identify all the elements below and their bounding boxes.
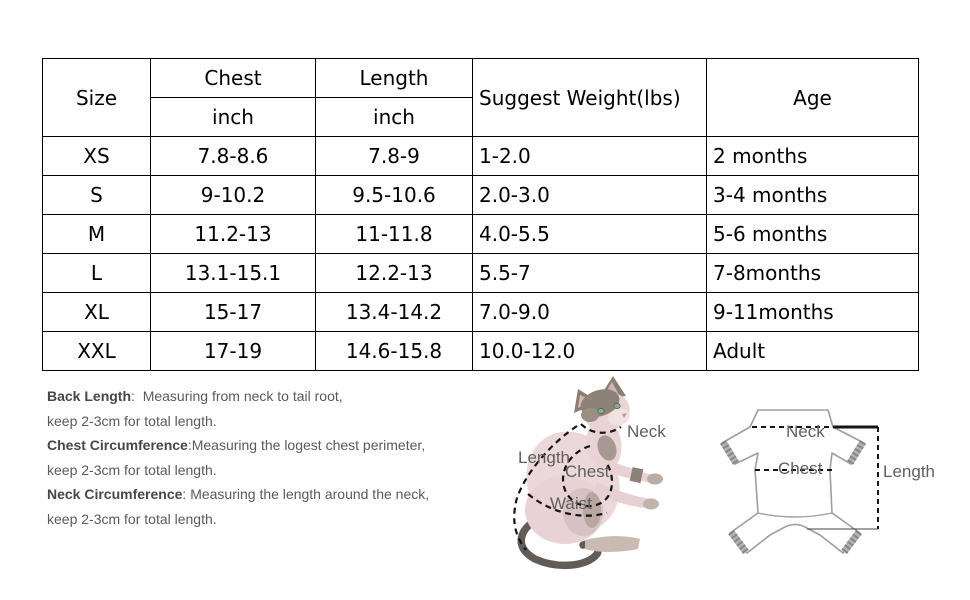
cell-age: Adult [706,331,919,371]
table-row: XXL 17-19 14.6-15.8 10.0-12.0 Adult [42,331,919,371]
table-row: XS 7.8-8.6 7.8-9 1-2.0 2 months [42,136,919,176]
note-label: Back Length [47,388,132,404]
length-unit: inch [315,97,473,137]
neck-dash-line [580,423,622,434]
col-header-size: Size [42,58,151,137]
garment-outline [721,409,865,554]
note-text: keep 2-3cm for total length. [47,510,217,527]
cell-length: 7.8-9 [315,136,473,176]
cell-weight: 5.5-7 [472,253,707,293]
cell-length: 13.4-14.2 [315,292,473,332]
note-label: Neck Circumference [47,486,183,503]
cat-eye-right [613,403,621,409]
note-text: keep 2-3cm for total length. [47,412,217,429]
garment-diagram [720,409,879,555]
garment-measure-lines [752,425,879,530]
cell-age: 7-8months [706,253,919,293]
cell-size: M [42,214,151,254]
table-row: L 13.1-15.1 12.2-13 5.5-7 7-8months [42,253,919,293]
garment-cuffs [720,440,866,555]
table-row: S 9-10.2 9.5-10.6 2.0-3.0 3-4 months [42,175,919,215]
note-sep: : [182,486,191,503]
cell-age: 3-4 months [706,175,919,215]
col-header-weight: Suggest Weight(lbs) [472,58,707,137]
table-row: M 11.2-13 11-11.8 4.0-5.5 5-6 months [42,214,919,254]
cell-chest: 11.2-13 [150,214,316,254]
length-dash-line [513,425,578,551]
cell-chest: 9-10.2 [150,175,316,215]
garment-length-label: Length [883,462,935,481]
cell-size: L [42,253,151,293]
col-header-age: Age [706,58,919,137]
cell-age: 2 months [706,136,919,176]
note-line: Chest Circumference:Measuring the logest… [47,438,429,452]
note-label: Chest Circumference [47,437,188,454]
note-sep: : [131,388,143,404]
cell-size: S [42,175,151,215]
waist-dash-line [527,493,608,517]
cell-weight: 2.0-3.0 [472,175,707,215]
note-line: Neck Circumference: Measuring the length… [47,487,429,501]
garment-chest-label: Chest [778,459,823,478]
size-table: Size Chest Length Suggest Weight(lbs) Ag… [42,58,919,371]
cell-weight: 10.0-12.0 [472,331,707,371]
cell-length: 9.5-10.6 [315,175,473,215]
cat-waist-label: Waist [550,494,592,513]
cell-weight: 4.0-5.5 [472,214,707,254]
cell-weight: 7.0-9.0 [472,292,707,332]
note-line: keep 2-3cm for total length. [47,512,429,526]
cat-head [574,376,630,432]
cell-age: 9-11months [706,292,919,332]
note-line: Back Length: Measuring from neck to tail… [47,389,429,403]
cell-length: 11-11.8 [315,214,473,254]
note-line: keep 2-3cm for total length. [47,463,429,477]
table-row: XL 15-17 13.4-14.2 7.0-9.0 9-11months [42,292,919,332]
cat-nose [622,413,627,418]
note-text: Measuring from neck to tail root, [142,388,343,404]
cell-chest: 15-17 [150,292,316,332]
cat-eye-left [597,408,605,414]
cell-age: 5-6 months [706,214,919,254]
cell-chest: 17-19 [150,331,316,371]
col-header-chest: Chest [150,58,316,98]
note-text: Measuring the length around the neck, [190,486,430,503]
cat-measure-lines [513,423,622,551]
table-header-row-2: inch inch [43,97,919,137]
chest-unit: inch [150,97,316,137]
cat-muzzle [608,408,630,426]
col-header-length: Length [315,58,473,98]
cat-length-label: Length [518,448,570,467]
cell-size: XL [42,292,151,332]
cell-size: XXL [42,331,151,371]
cell-chest: 7.8-8.6 [150,136,316,176]
note-text: keep 2-3cm for total length. [47,461,217,478]
cell-length: 12.2-13 [315,253,473,293]
note-text: Measuring the logest chest perimeter, [191,437,426,454]
note-line: keep 2-3cm for total length. [47,414,429,428]
cell-size: XS [42,136,151,176]
note-sep: : [187,437,192,454]
cat-chest-label: Chest [565,462,610,481]
cat-illustration [513,376,663,570]
table-header-row-1: Size Chest Length Suggest Weight(lbs) Ag… [42,58,919,137]
cat-neck-label: Neck [627,422,666,441]
measurement-notes: Back Length: Measuring from neck to tail… [47,389,429,537]
garment-neck-label: Neck [786,422,825,441]
cell-weight: 1-2.0 [472,136,707,176]
cell-length: 14.6-15.8 [315,331,473,371]
cell-chest: 13.1-15.1 [150,253,316,293]
